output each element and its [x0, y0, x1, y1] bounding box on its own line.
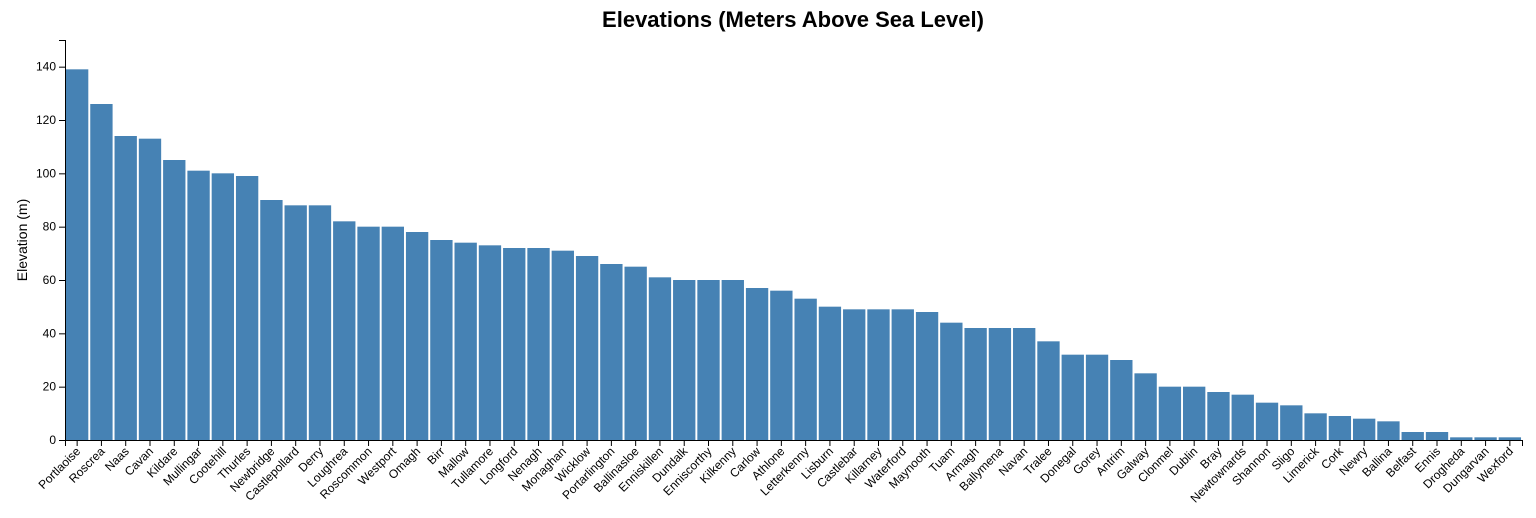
bar-cavan — [138, 138, 162, 441]
bar-carlow — [745, 288, 769, 440]
bar-dundalk — [673, 280, 696, 440]
y-tick-label: 0 — [49, 433, 56, 447]
bar-clonmel — [1158, 386, 1182, 440]
y-axis: 0 20 40 60 80 100 120 140 — [36, 40, 66, 447]
bar-maynooth — [915, 312, 939, 440]
bar-galway — [1134, 373, 1157, 440]
bar-longford — [503, 248, 526, 440]
bar-birr — [430, 240, 453, 440]
bar-enniskillen — [648, 277, 672, 440]
bar-omagh — [405, 232, 429, 440]
bar-thurles — [235, 176, 259, 440]
bar-navan — [1013, 328, 1036, 440]
bar-tralee — [1037, 341, 1060, 440]
bar-ennis — [1425, 432, 1449, 440]
bar-kilkenny — [721, 280, 744, 440]
bar-cootehill — [211, 173, 235, 440]
y-tick-label: 100 — [36, 166, 56, 180]
bar-bray — [1207, 392, 1230, 440]
bar-tullamore — [478, 245, 502, 440]
y-axis-line — [59, 40, 66, 441]
bar-limerick — [1304, 413, 1327, 440]
bar-ballinasloe — [624, 266, 647, 440]
bar-shannon — [1255, 402, 1279, 440]
bar-wicklow — [575, 256, 599, 440]
bar-letterkenny — [794, 298, 817, 440]
bar-enniscorthy — [697, 280, 720, 440]
y-tick-label: 40 — [43, 326, 57, 340]
bar-portlaoise — [65, 69, 89, 440]
bar-newtownards — [1231, 394, 1254, 440]
bar-gorey — [1085, 354, 1109, 440]
bar-naas — [114, 136, 137, 440]
bar-ballymena — [988, 328, 1012, 440]
bar-dublin — [1183, 386, 1206, 440]
bar-belfast — [1401, 432, 1424, 440]
bar-castlepollard — [284, 205, 307, 440]
bar-loughrea — [333, 221, 356, 440]
bar-kildare — [163, 160, 186, 440]
bar-newbridge — [260, 200, 283, 440]
bar-antrim — [1110, 360, 1133, 440]
x-axis: PortlaoiseRoscreaNaasCavanKildareMulling… — [36, 440, 1523, 506]
y-axis-label: Elevation (m) — [14, 199, 30, 281]
bar-nenagh — [527, 248, 550, 440]
bar-athlone — [770, 290, 793, 440]
bar-westport — [381, 226, 404, 440]
bar-lisburn — [818, 306, 842, 440]
bar-dungarvan — [1474, 437, 1497, 440]
bar-drogheda — [1450, 437, 1473, 440]
bar-newry — [1352, 418, 1376, 440]
bar-cork — [1328, 416, 1352, 440]
y-tick-label: 80 — [43, 220, 57, 234]
y-tick-label: 120 — [36, 113, 56, 127]
bar-killarney — [867, 309, 890, 440]
chart-title: Elevations (Meters Above Sea Level) — [602, 7, 984, 32]
bar-roscrea — [90, 104, 113, 440]
y-tick-label: 140 — [36, 60, 56, 74]
x-tick-label: Dublin — [1166, 444, 1200, 478]
bar-ballina — [1377, 421, 1400, 440]
bar-waterford — [891, 309, 914, 440]
bar-wexford — [1498, 437, 1522, 440]
bar-donegal — [1061, 354, 1084, 440]
bar-tuam — [940, 322, 963, 440]
y-tick-label: 20 — [43, 380, 57, 394]
bar-mullingar — [187, 170, 210, 441]
bars-group — [65, 69, 1522, 441]
bar-armagh — [964, 328, 987, 440]
bar-derry — [308, 205, 332, 440]
x-axis-line — [65, 440, 1523, 446]
bar-sligo — [1280, 405, 1303, 440]
bar-portarlington — [600, 264, 623, 440]
bar-castlebar — [843, 309, 866, 440]
bar-mallow — [454, 242, 477, 440]
bar-roscommon — [357, 226, 380, 440]
y-tick-label: 60 — [43, 273, 57, 287]
bar-monaghan — [551, 250, 574, 440]
